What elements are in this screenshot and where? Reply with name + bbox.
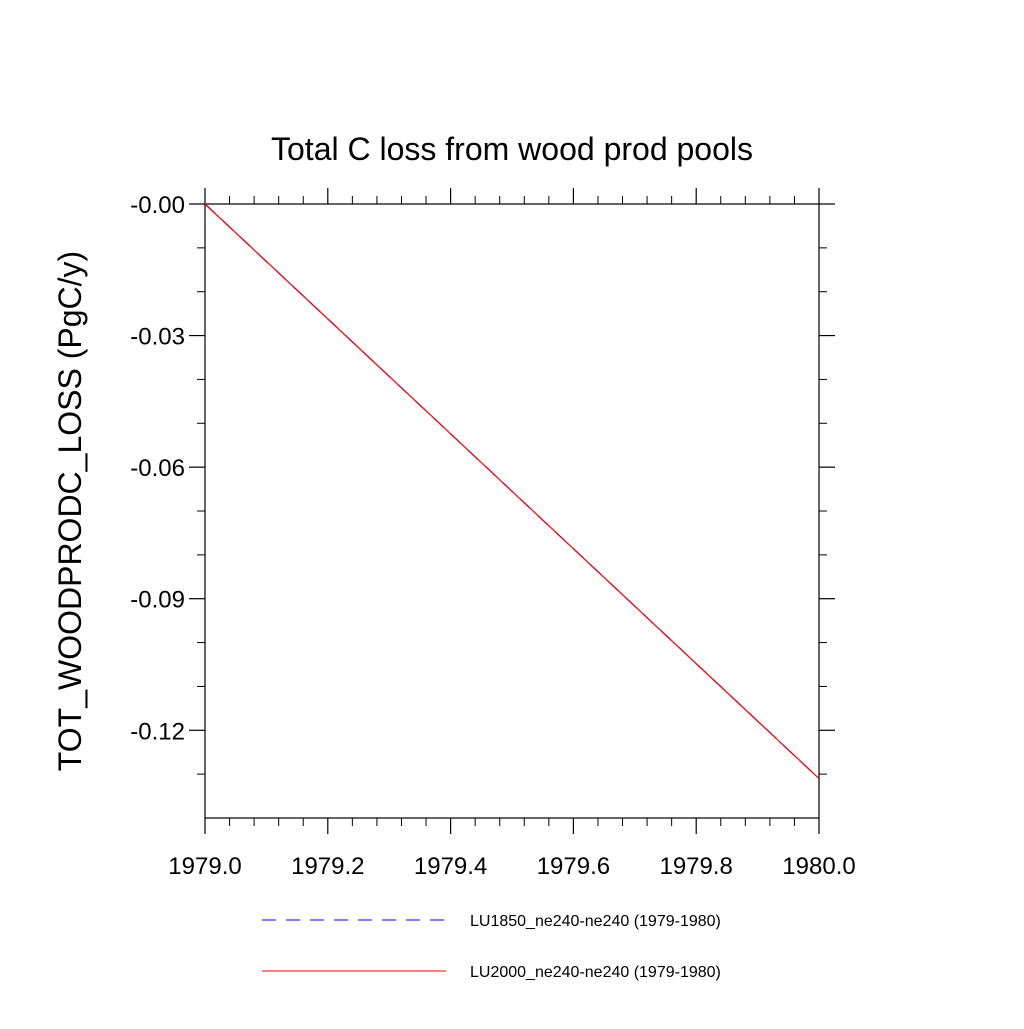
x-tick-label: 1979.4 [414,853,487,880]
legend-label-1: LU1850_ne240-ne240 (1979-1980) [470,913,721,930]
y-tick-label: -0.00 [130,192,185,219]
x-tick-label: 1979.2 [291,853,364,880]
legend: LU1850_ne240-ne240 (1979-1980) LU2000_ne2… [262,913,721,981]
x-tick-label: 1979.8 [659,853,732,880]
x-tick-label: 1979.0 [168,853,241,880]
y-tick-label: -0.03 [130,324,185,351]
y-tick-label: -0.06 [130,455,185,482]
y-axis-label: TOT_WOODPRODC_LOSS (PgC/y) [52,251,88,771]
legend-label-2: LU2000_ne240-ne240 (1979-1980) [470,964,721,981]
plot-frame [204,203,820,819]
y-tick-label: -0.12 [130,718,185,745]
x-tick-label: 1980.0 [782,853,855,880]
y-tick-label: -0.09 [130,587,185,614]
chart-title: Total C loss from wood prod pools [271,131,753,167]
x-tick-label: 1979.6 [537,853,610,880]
series-line-2 [204,203,820,779]
plot-area: 1979.0 1979.2 1979.4 1979.6 1979.8 1980.0 -0.0… [130,188,856,880]
